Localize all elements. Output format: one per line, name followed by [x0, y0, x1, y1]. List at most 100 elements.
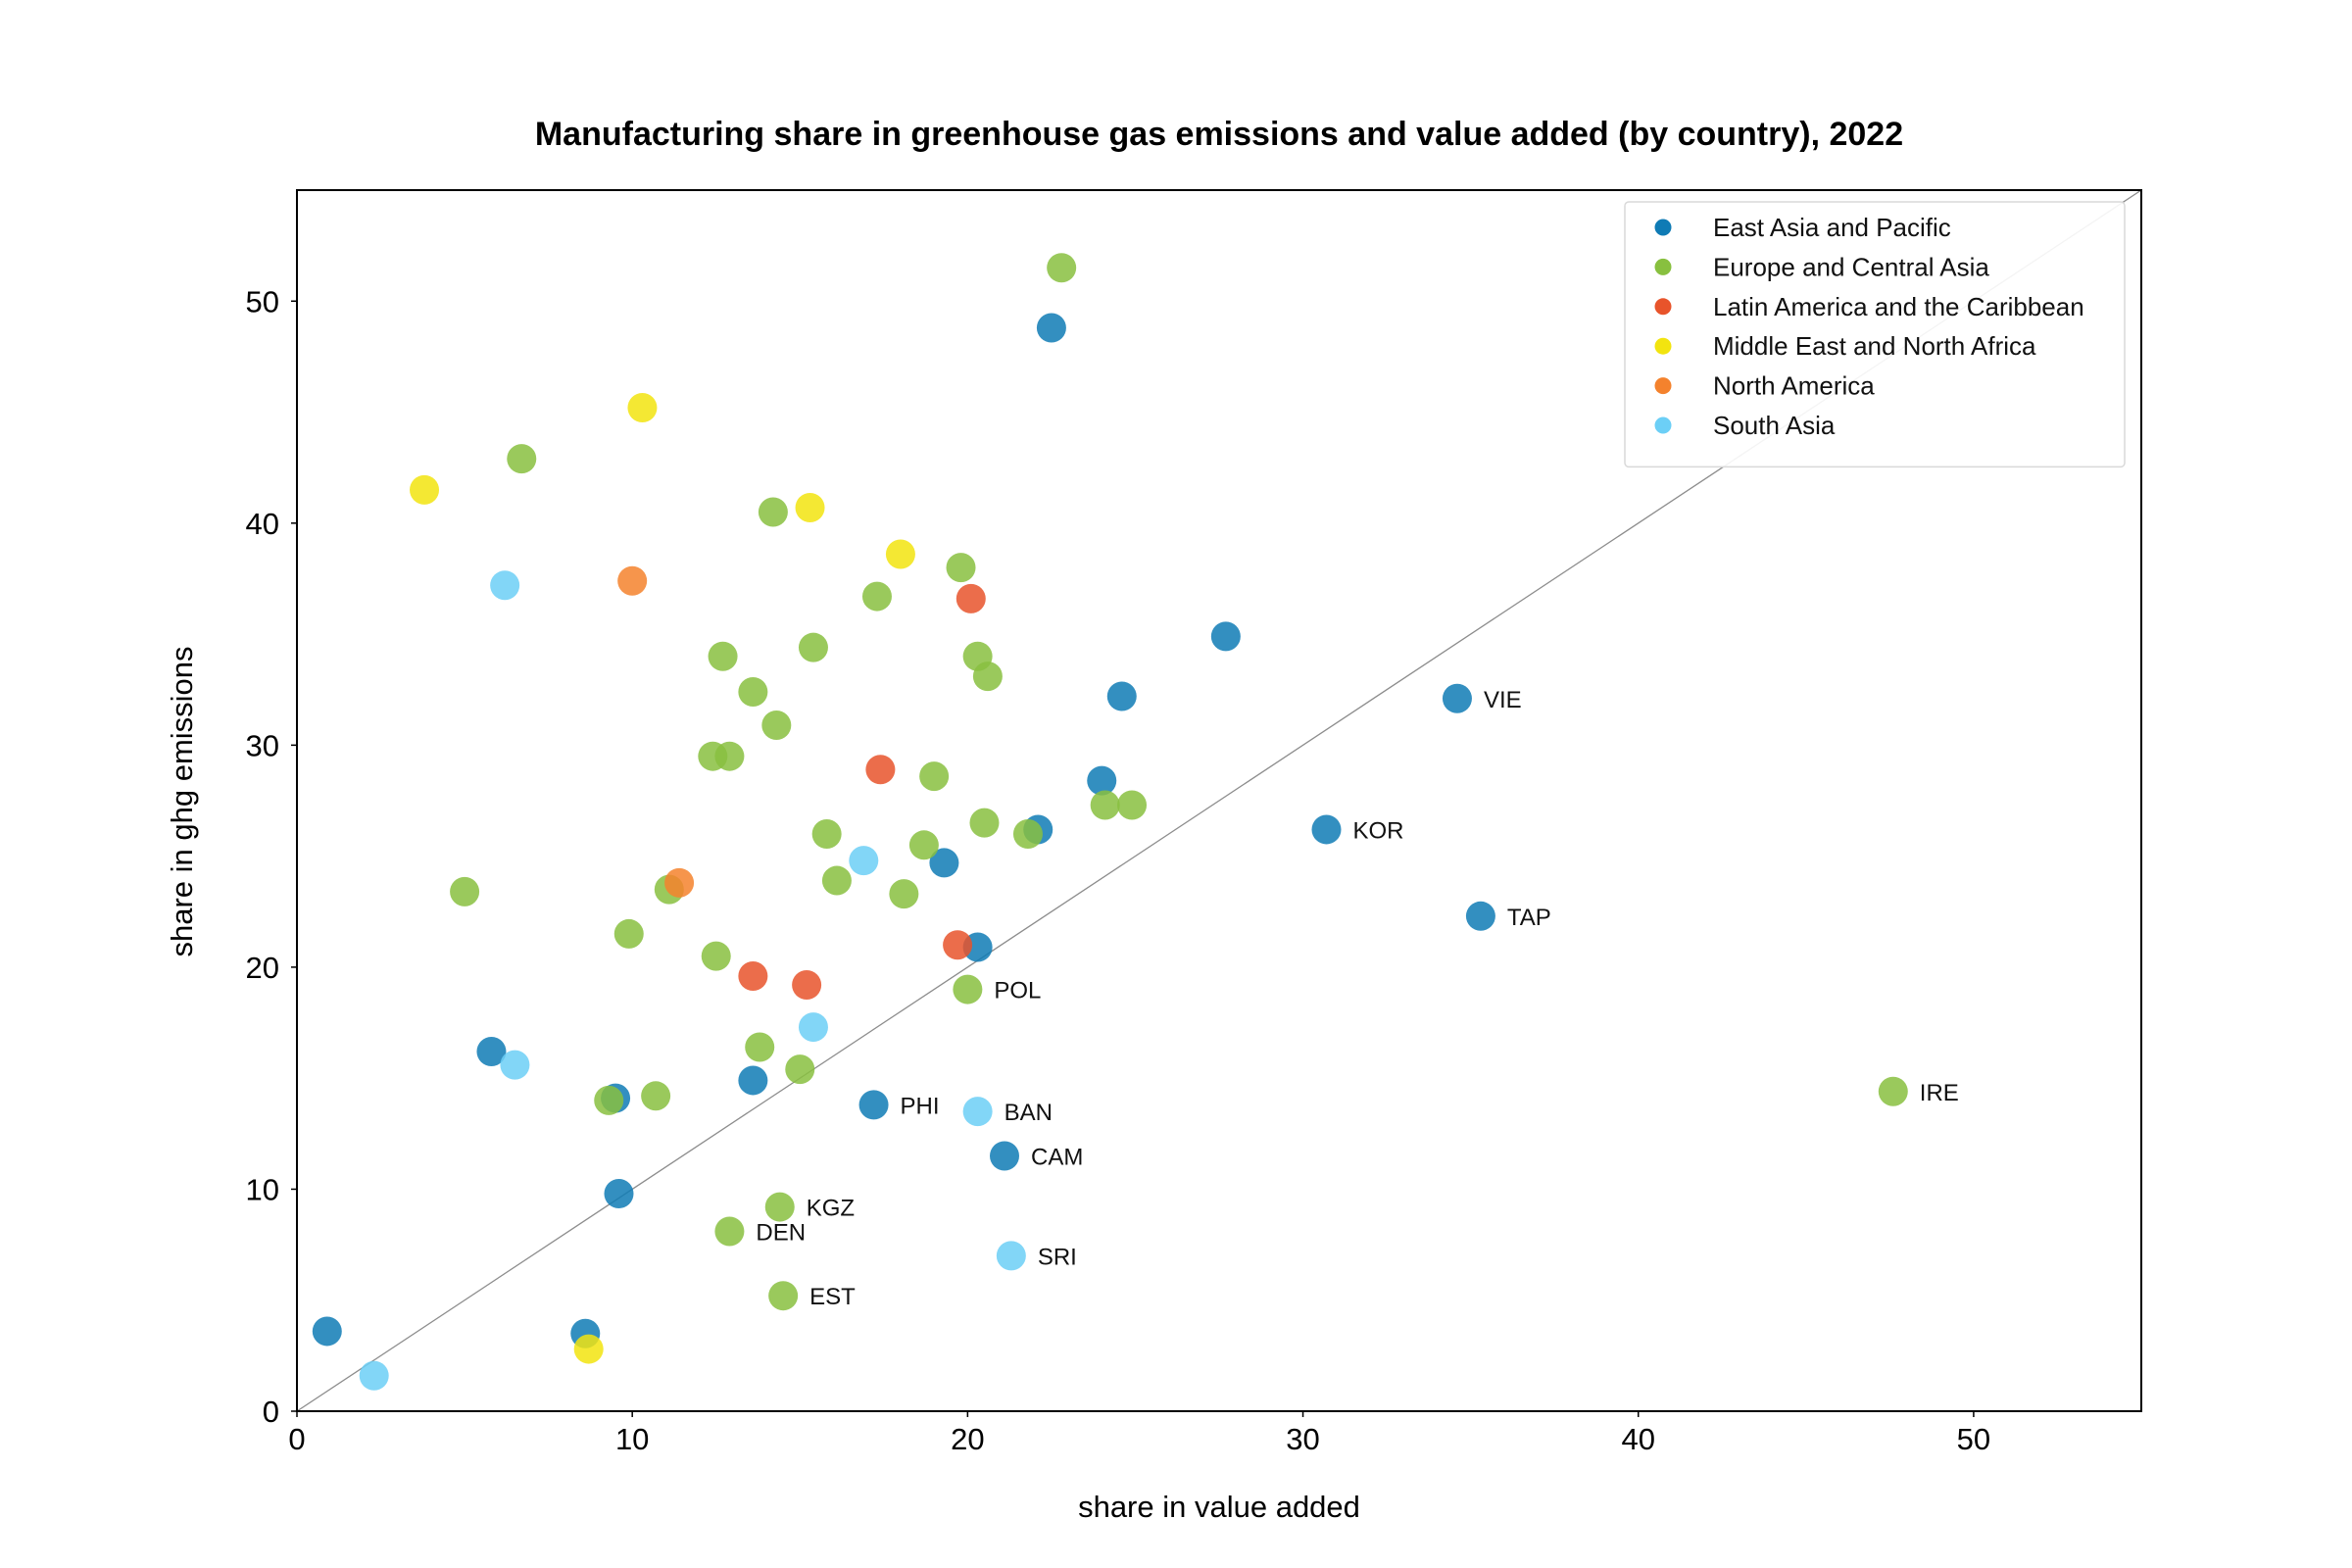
data-point: [758, 497, 788, 527]
legend-item-label: South Asia: [1713, 411, 1836, 440]
data-point: [972, 662, 1003, 692]
y-tick-label: 10: [246, 1172, 279, 1206]
data-point: [641, 1081, 671, 1111]
data-point: [450, 876, 480, 906]
data-point: [761, 710, 792, 740]
data-point: [811, 818, 842, 849]
data-point: [500, 1050, 530, 1080]
point-label: PHI: [901, 1093, 940, 1119]
data-point: [792, 970, 822, 1001]
point-label: IRE: [1920, 1080, 1959, 1106]
y-tick-label: 40: [246, 507, 279, 541]
data-point: [885, 539, 915, 569]
axis-ticks: 0 10 20 30 40 50 0 10 20 30 40 50: [246, 284, 1991, 1456]
point-label: TAP: [1507, 905, 1551, 931]
legend-item-label: Latin America and the Caribbean: [1713, 292, 2084, 321]
legend-item-label: Europe and Central Asia: [1713, 252, 1989, 281]
point-label: POL: [994, 978, 1041, 1004]
data-point: [613, 918, 644, 949]
y-tick-label: 0: [263, 1395, 279, 1429]
legend: East Asia and Pacific Europe and Central …: [1624, 201, 2126, 468]
x-tick-label: 10: [615, 1422, 649, 1456]
data-point: [929, 848, 959, 878]
x-tick-label: 40: [1621, 1422, 1654, 1456]
data-point: [1087, 765, 1117, 796]
data-point: [1878, 1076, 1908, 1106]
data-point: [714, 1216, 745, 1247]
data-point: [990, 1141, 1020, 1171]
data-point: [738, 1065, 768, 1096]
legend-item-label: East Asia and Pacific: [1713, 213, 1951, 242]
data-point: [738, 676, 768, 707]
point-label: CAM: [1031, 1144, 1083, 1170]
data-point: [1106, 681, 1137, 711]
data-point: [1036, 313, 1066, 343]
x-tick-label: 0: [288, 1422, 305, 1456]
data-point: [865, 755, 896, 785]
data-point: [594, 1085, 624, 1115]
data-point: [821, 865, 852, 896]
data-point: [858, 1090, 889, 1120]
data-point: [312, 1316, 342, 1347]
data-point: [701, 941, 731, 971]
data-point: [1311, 814, 1342, 845]
point-label: VIE: [1484, 687, 1522, 713]
legend-item-label: North America: [1713, 371, 1875, 401]
data-point: [798, 632, 828, 662]
point-label: SRI: [1038, 1244, 1077, 1270]
y-axis-label: share in ghg emissions: [165, 646, 199, 957]
point-label: EST: [809, 1284, 856, 1310]
y-tick-label: 30: [246, 728, 279, 762]
legend-marker: [1654, 337, 1672, 355]
data-point: [708, 641, 738, 671]
x-tick-label: 20: [951, 1422, 984, 1456]
y-tick-label: 20: [246, 951, 279, 985]
point-label: KOR: [1352, 817, 1403, 844]
data-point: [849, 846, 879, 876]
legend-marker: [1654, 219, 1672, 236]
point-label: BAN: [1004, 1100, 1053, 1126]
plot-frame: [296, 189, 2142, 1412]
data-point: [889, 879, 919, 909]
legend-item-label: Middle East and North Africa: [1713, 331, 2036, 361]
legend-marker: [1654, 377, 1672, 395]
data-point: [714, 741, 745, 771]
data-point: [617, 565, 648, 596]
x-axis-label: share in value added: [1078, 1490, 1360, 1524]
data-point: [768, 1281, 799, 1311]
data-point: [604, 1178, 634, 1208]
data-point: [946, 553, 976, 583]
points-layer: [312, 253, 1908, 1391]
data-point: [1117, 790, 1148, 820]
data-point: [627, 393, 658, 423]
data-point: [798, 1012, 828, 1043]
data-point: [1090, 790, 1120, 820]
data-point: [953, 974, 983, 1004]
data-point: [919, 761, 950, 792]
data-point: [908, 830, 939, 860]
legend-marker: [1654, 298, 1672, 316]
legend-box: [1624, 201, 2126, 468]
data-point: [476, 1036, 507, 1066]
data-point: [507, 444, 537, 474]
data-point: [410, 474, 440, 505]
legend-marker: [1654, 416, 1672, 434]
data-point: [1047, 253, 1077, 283]
data-point: [785, 1054, 815, 1085]
data-point: [738, 960, 768, 991]
chart-title: Manufacturing share in greenhouse gas em…: [534, 116, 1904, 153]
data-point: [962, 1097, 993, 1127]
data-point: [1465, 901, 1495, 931]
data-point: [956, 583, 986, 613]
data-point: [490, 570, 520, 601]
data-point: [764, 1192, 795, 1222]
data-point: [795, 492, 825, 522]
data-point: [359, 1360, 389, 1391]
data-point: [573, 1334, 604, 1364]
data-point: [861, 581, 892, 612]
data-point: [1210, 621, 1241, 652]
data-point: [1442, 683, 1472, 713]
data-point: [745, 1032, 775, 1062]
data-point: [1012, 818, 1043, 849]
